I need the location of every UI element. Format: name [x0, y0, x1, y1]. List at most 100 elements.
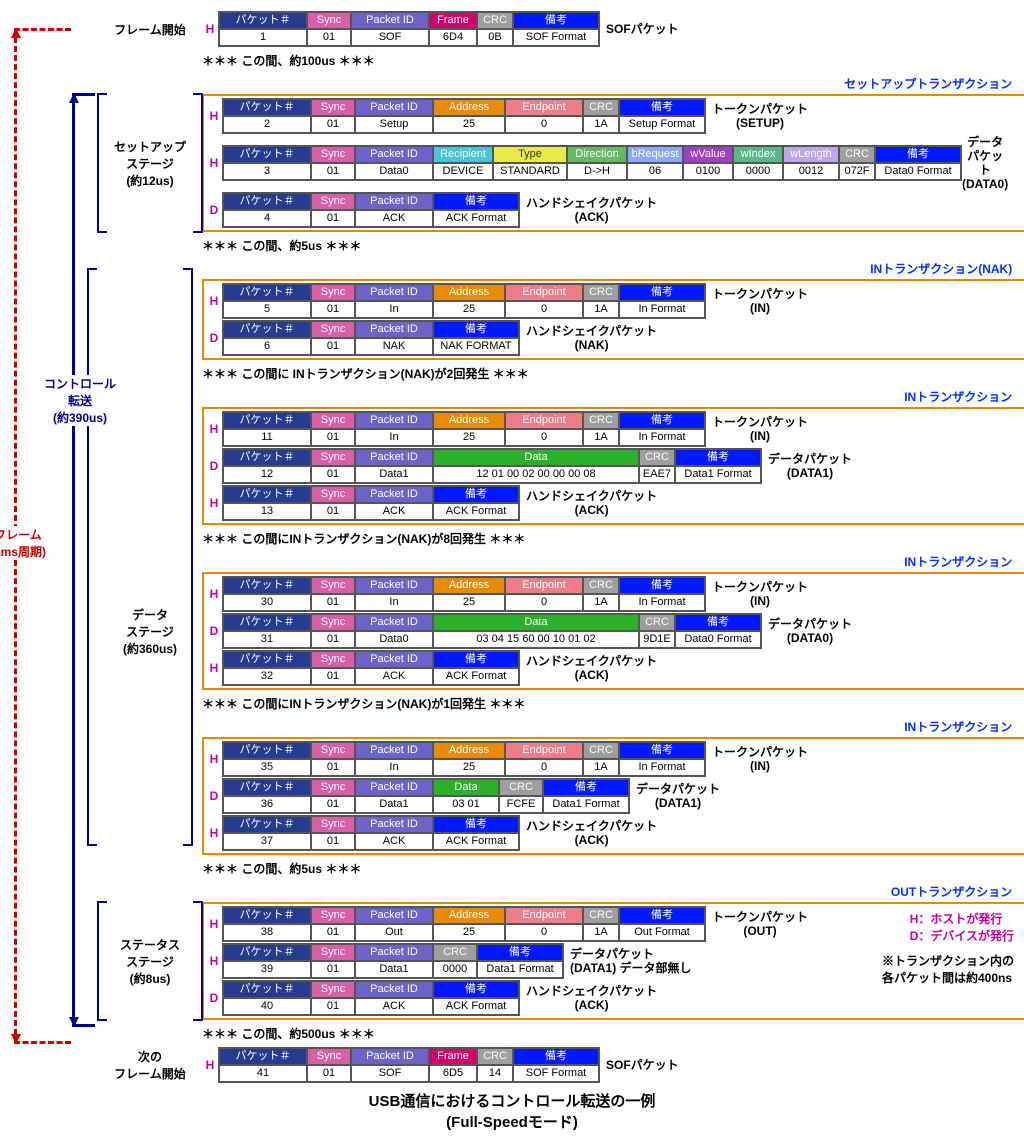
packet-table: パケット＃SyncPacket IDRecipientTypeDirection…	[222, 145, 962, 181]
gap-note: ＊＊＊ この間に INトランザクション(NAK)が2回発生 ＊＊＊	[202, 362, 1024, 385]
packet-table: パケット＃SyncPacket IDDataCRC備考3101Data003 0…	[222, 613, 762, 649]
packet-table: パケット＃SyncPacket ID備考1301ACKACK Format	[222, 485, 520, 521]
gap-row: ＊＊＊ この間、約5us ＊＊＊	[98, 857, 1024, 880]
stage-label: セットアップ ステージ (約12us)	[98, 93, 202, 233]
gap-note: ＊＊＊ この間、約100us ＊＊＊	[202, 49, 1024, 72]
in-tran-2: データ ステージ (約360us) H パケット＃SyncPacket IDAd…	[98, 571, 1024, 691]
packet-table: パケット＃SyncPacket IDAddressEndpointCRC備考11…	[222, 411, 706, 447]
hd-tag: D	[206, 203, 222, 217]
packet-line: H パケット＃SyncPacket ID備考3701ACKACK Format …	[206, 815, 1024, 851]
hd-tag: H	[202, 22, 218, 36]
packet-desc: データパケット(DATA0)	[962, 135, 1024, 191]
packet-line: D パケット＃SyncPacket IDDataCRC備考1201Data112…	[206, 448, 1024, 484]
stage-label: ステータス ステージ (約8us)	[98, 901, 202, 1021]
gap-row: ＊＊＊ この間に INトランザクション(NAK)が2回発生 ＊＊＊	[98, 362, 1024, 385]
gap-row: ＊＊＊ この間にINトランザクション(NAK)が8回発生 ＊＊＊	[98, 527, 1024, 550]
packet-line: H パケット＃SyncPacket IDFrameCRC備考4101SOF6D5…	[202, 1047, 1024, 1083]
packet-line: H パケット＃SyncPacket IDRecipientTypeDirecti…	[206, 135, 1024, 191]
hd-tag: H	[206, 156, 222, 170]
packet-desc: トークンパケット(OUT)	[712, 910, 808, 938]
setup-stage: セットアップ ステージ (約12us) H パケット＃SyncPacket ID…	[98, 93, 1024, 233]
packet-line: H パケット＃SyncPacket IDAddressEndpointCRC備考…	[206, 411, 1024, 447]
packet-desc: トークンパケット(IN)	[712, 287, 808, 315]
hd-tag: H	[206, 294, 222, 308]
packet-table: パケット＃SyncPacket ID備考3201ACKACK Format	[222, 650, 520, 686]
packet-line: D パケット＃SyncPacket ID備考601NAKNAK FORMAT ハ…	[206, 320, 1024, 356]
hd-tag: H	[206, 954, 222, 968]
packet-line: H パケット＃SyncPacket ID備考1301ACKACK Format …	[206, 485, 1024, 521]
packet-table: パケット＃SyncPacket IDFrameCRC備考101SOF6D40BS…	[218, 11, 600, 47]
hd-tag: H	[206, 752, 222, 766]
packet-line: H パケット＃SyncPacket IDAddressEndpointCRC備考…	[206, 576, 1024, 612]
sof-row: フレーム開始 H パケット＃SyncPacket IDFrameCRC備考101…	[98, 10, 1024, 48]
sof-row-next: 次の フレーム開始 H パケット＃SyncPacket IDFrameCRC備考…	[98, 1046, 1024, 1084]
packet-table: パケット＃SyncPacket ID備考4001ACKACK Format	[222, 980, 520, 1016]
packet-desc: データパケット(DATA1)	[768, 452, 852, 480]
packet-line: D パケット＃SyncPacket ID備考401ACKACK Format ハ…	[206, 192, 1024, 228]
tx-title: OUTトランザクション	[98, 883, 1024, 900]
legend-h: H：ホストが発行	[910, 912, 1003, 926]
hd-tag: H	[206, 587, 222, 601]
packet-desc: SOFパケット	[606, 22, 679, 36]
hd-tag: D	[206, 624, 222, 638]
packet-line: H パケット＃SyncPacket IDAddressEndpointCRC備考…	[206, 906, 1024, 942]
frame-label: フレーム (1ms周期)	[0, 526, 60, 560]
stage-label: データ ステージ (約360us)	[98, 571, 202, 691]
packet-desc: SOFパケット	[606, 1058, 679, 1072]
hd-tag: D	[206, 991, 222, 1005]
packet-desc: データパケット(DATA1)	[636, 782, 720, 810]
packet-desc: データパケット(DATA1) データ部無し	[570, 947, 692, 975]
legend: H：ホストが発行 D：デバイスが発行	[910, 910, 1014, 944]
packet-table: パケット＃SyncPacket IDAddressEndpointCRC備考38…	[222, 906, 706, 942]
packet-table: パケット＃SyncPacket ID備考3701ACKACK Format	[222, 815, 520, 851]
packet-table: パケット＃SyncPacket IDCRC備考3901Data10000Data…	[222, 943, 564, 979]
stage-label: フレーム開始	[98, 10, 202, 48]
content-column: フレーム開始 H パケット＃SyncPacket IDFrameCRC備考101…	[98, 10, 1024, 1084]
packet-table: パケット＃SyncPacket ID備考601NAKNAK FORMAT	[222, 320, 520, 356]
packet-line: H パケット＃SyncPacket IDAddressEndpointCRC備考…	[206, 98, 1024, 134]
in-tran-3: H パケット＃SyncPacket IDAddressEndpointCRC備考…	[98, 736, 1024, 856]
gap-note: ＊＊＊ この間にINトランザクション(NAK)が8回発生 ＊＊＊	[202, 527, 1024, 550]
packet-line: H パケット＃SyncPacket IDFrameCRC備考101SOF6D40…	[202, 11, 1024, 47]
in-tran-1: H パケット＃SyncPacket IDAddressEndpointCRC備考…	[98, 406, 1024, 526]
packet-table: パケット＃SyncPacket ID備考401ACKACK Format	[222, 192, 520, 228]
packet-desc: トークンパケット(IN)	[712, 580, 808, 608]
stage-label: 次の フレーム開始	[98, 1046, 202, 1084]
packet-table: パケット＃SyncPacket IDAddressEndpointCRC備考30…	[222, 576, 706, 612]
left-rails: フレーム (1ms周期) コントロール 転送 (約390us)	[10, 10, 98, 1084]
hd-tag: H	[206, 917, 222, 931]
packet-desc: ハンドシェイクパケット(ACK)	[526, 654, 657, 682]
packet-line: H パケット＃SyncPacket IDAddressEndpointCRC備考…	[206, 283, 1024, 319]
packet-desc: ハンドシェイクパケット(ACK)	[526, 984, 657, 1012]
hd-tag: D	[206, 789, 222, 803]
packet-table: パケット＃SyncPacket IDDataCRC備考1201Data112 0…	[222, 448, 762, 484]
control-bracket	[72, 93, 95, 1027]
tx-title: セットアップトランザクション	[98, 75, 1024, 92]
stage-label	[98, 278, 202, 361]
packet-desc: トークンパケット(IN)	[712, 745, 808, 773]
gap-row: ＊＊＊ この間、約5us ＊＊＊	[98, 234, 1024, 257]
packet-table: パケット＃SyncPacket IDAddressEndpointCRC備考20…	[222, 98, 706, 134]
hd-tag: D	[206, 331, 222, 345]
packet-line: H パケット＃SyncPacket ID備考3201ACKACK Format …	[206, 650, 1024, 686]
packet-table: パケット＃SyncPacket IDAddressEndpointCRC備考50…	[222, 283, 706, 319]
gap-note: ＊＊＊ この間、約5us ＊＊＊	[202, 234, 1024, 257]
tx-title: INトランザクション	[98, 718, 1024, 735]
gap-note: ＊＊＊ この間、約5us ＊＊＊	[202, 857, 1024, 880]
control-label: コントロール 転送 (約390us)	[38, 375, 122, 426]
stage-label	[98, 736, 202, 856]
gap-note: ＊＊＊ この間、約500us ＊＊＊	[202, 1022, 1024, 1045]
hd-tag: H	[206, 661, 222, 675]
packet-desc: トークンパケット(SETUP)	[712, 102, 808, 130]
packet-desc: ハンドシェイクパケット(ACK)	[526, 196, 657, 224]
footnote: ※トランザクション内の 各パケット間は約400ns	[882, 952, 1014, 986]
packet-desc: データパケット(DATA0)	[768, 617, 852, 645]
in-nak-tran: H パケット＃SyncPacket IDAddressEndpointCRC備考…	[98, 278, 1024, 361]
hd-tag: H	[202, 1058, 218, 1072]
tx-title: INトランザクション	[98, 553, 1024, 570]
legend-d: D：デバイスが発行	[910, 929, 1014, 943]
hd-tag: H	[206, 422, 222, 436]
packet-line: H パケット＃SyncPacket IDAddressEndpointCRC備考…	[206, 741, 1024, 777]
packet-table: パケット＃SyncPacket IDAddressEndpointCRC備考35…	[222, 741, 706, 777]
packet-line: D パケット＃SyncPacket IDDataCRC備考3601Data103…	[206, 778, 1024, 814]
